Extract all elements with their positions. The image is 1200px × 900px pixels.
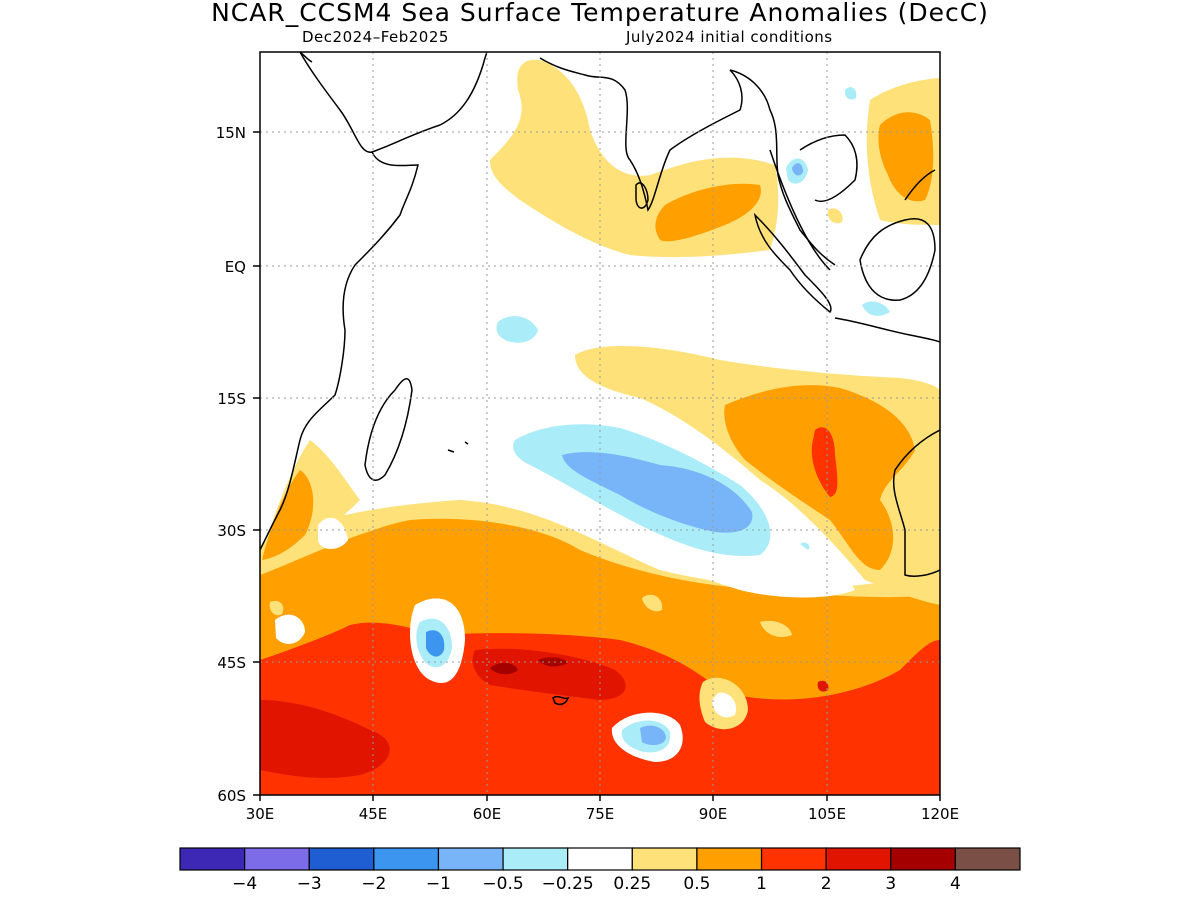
eddy-east-yellow: [699, 677, 748, 730]
band-2-southeast: [811, 427, 838, 497]
colorbar-swatch-0: [179, 847, 246, 871]
colorbar-label-0: −4: [232, 874, 257, 894]
lon-label-45e: 45E: [359, 805, 388, 823]
colorbar-swatch-10: [825, 847, 892, 871]
eddy-west-yellow: [269, 600, 284, 616]
band-3-east-spot: [817, 680, 829, 692]
colorbar-label-5: −0.25: [542, 874, 594, 894]
lat-label-45s: 45S: [217, 654, 246, 672]
band-3-central: [472, 648, 626, 700]
reunion: [464, 441, 469, 445]
colorbar-swatch-9: [760, 847, 827, 871]
band-4-core-b: [538, 657, 568, 667]
sri-lanka: [635, 182, 649, 209]
colorbar-label-10: 3: [885, 874, 896, 894]
eddy-cool-a-core: [426, 630, 445, 657]
axis-tick-marks: [253, 131, 941, 801]
lon-label-120e: 120E: [921, 805, 959, 823]
lon-label-75e: 75E: [586, 805, 615, 823]
initial-conditions: July2024 initial conditions: [626, 28, 833, 46]
eddy-se-yellow: [760, 620, 792, 638]
colorbar-label-2: −2: [361, 874, 386, 894]
small-cool-spot: [800, 542, 810, 550]
malay-peninsula: [769, 149, 831, 271]
madagascar: [364, 378, 413, 481]
lon-axis: 30E 45E 60E 75E 90E 105E 120E: [246, 805, 959, 823]
arabia-coast: [299, 52, 313, 63]
eddy-center-yellow: [642, 594, 663, 612]
band-4-core-a: [490, 662, 518, 675]
coastlines: [260, 52, 940, 706]
cold-tongue-0.5: [562, 452, 753, 533]
white-patch-mozambique: [318, 517, 348, 549]
band-3-southwest: [260, 700, 390, 778]
indochina-coast: [799, 134, 858, 202]
band-1-mozambique: [262, 470, 314, 560]
eq-cool-spot: [496, 316, 538, 343]
map-title: NCAR_CCSM4 Sea Surface Temperature Anoma…: [211, 0, 989, 27]
philippines: [904, 169, 936, 201]
colorbar-swatch-12: [954, 847, 1021, 871]
cool-spot-thailand-core: [792, 163, 803, 176]
band-1-bay-of-bengal: [655, 183, 761, 242]
africa-coast: [260, 52, 488, 551]
colorbar-label-3: −1: [426, 874, 451, 894]
band-1-south-china-sea: [878, 112, 934, 202]
colorbar-swatch-6: [567, 847, 633, 871]
colorbar-swatch-3: [373, 847, 440, 871]
colorbar-label-7: 0.5: [683, 874, 710, 894]
cool-spot-china: [844, 87, 857, 100]
lat-axis: 15N EQ 15S 30S 45S 60S: [216, 124, 246, 805]
india-coast: [539, 57, 743, 212]
lon-label-90e: 90E: [699, 805, 728, 823]
sumatra: [753, 212, 832, 314]
kerguelen: [552, 695, 570, 706]
colorbar-label-6: 0.25: [613, 874, 651, 894]
borneo: [859, 218, 936, 301]
lon-label-105e: 105E: [808, 805, 846, 823]
colorbar-swatch-7: [631, 847, 698, 871]
lat-label-15n: 15N: [216, 124, 246, 142]
colorbar-swatch-2: [308, 847, 375, 871]
colorbar-label-9: 2: [821, 874, 832, 894]
lon-label-30e: 30E: [246, 805, 275, 823]
eddy-cool-b-core: [640, 725, 666, 746]
anomaly-field: [260, 52, 940, 795]
mauritius: [447, 449, 455, 453]
grid: [260, 52, 940, 795]
australia-coast: [893, 429, 940, 577]
colorbar-swatch-5: [502, 847, 569, 871]
colorbar-swatch-8: [696, 847, 763, 871]
colorbar-swatch-1: [244, 847, 310, 871]
eddy-west-white: [275, 614, 305, 644]
lat-label-eq: EQ: [225, 258, 246, 276]
lon-label-60e: 60E: [473, 805, 502, 823]
colorbar-label-11: 4: [950, 874, 961, 894]
cool-spot-indonesia: [862, 301, 890, 316]
lat-label-30s: 30S: [217, 522, 246, 540]
java: [834, 317, 940, 343]
colorbar-label-1: −3: [297, 874, 322, 894]
colorbar-label-4: −0.5: [482, 874, 523, 894]
colorbar-swatch-4: [437, 847, 504, 871]
colorbar-swatch-11: [890, 847, 956, 871]
colorbar-label-8: 1: [756, 874, 767, 894]
colorbar: −4 −3 −2 −1 −0.5 −0.25 0.25 0.5 1 2 3 4: [179, 847, 1021, 894]
lat-label-60s: 60S: [217, 787, 246, 805]
band-0.5-java-sea: [827, 208, 843, 224]
forecast-period: Dec2024–Feb2025: [302, 28, 449, 46]
lat-label-15s: 15S: [217, 390, 246, 408]
